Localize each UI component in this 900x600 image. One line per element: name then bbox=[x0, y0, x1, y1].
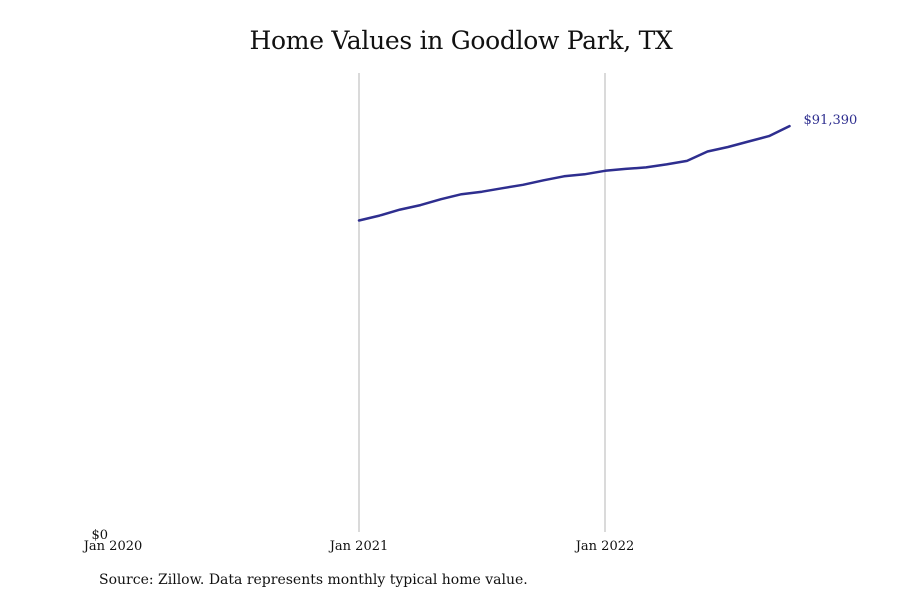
end-value-label: $91,390 bbox=[804, 113, 858, 128]
series-lines bbox=[357, 124, 791, 222]
home-value-line bbox=[357, 124, 791, 222]
chart-title: Home Values in Goodlow Park, TX bbox=[249, 26, 673, 55]
y-tick-label: $0 bbox=[91, 528, 108, 543]
x-axis-ticks: Jan 2020 Jan 2021 Jan 2022 bbox=[82, 539, 635, 554]
gridlines bbox=[358, 73, 606, 532]
x-tick-label: Jan 2022 bbox=[574, 539, 635, 554]
x-tick-label: Jan 2020 bbox=[82, 539, 143, 554]
source-note: Source: Zillow. Data represents monthly … bbox=[99, 572, 528, 588]
end-labels: $91,390 bbox=[804, 113, 858, 128]
x-tick-label: Jan 2021 bbox=[328, 539, 389, 554]
y-axis-ticks: $0 bbox=[91, 528, 108, 543]
